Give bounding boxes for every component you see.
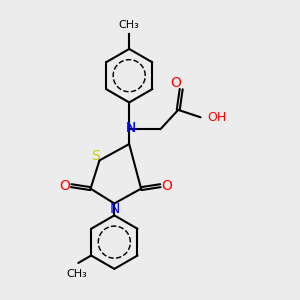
Text: OH: OH <box>207 111 226 124</box>
Text: N: N <box>125 121 136 135</box>
Text: CH₃: CH₃ <box>119 20 140 30</box>
Text: N: N <box>109 202 119 216</box>
Text: O: O <box>161 179 172 193</box>
Text: O: O <box>59 179 70 193</box>
Text: S: S <box>92 149 100 163</box>
Text: N: N <box>125 121 136 135</box>
Text: CH₃: CH₃ <box>66 269 87 279</box>
Text: O: O <box>170 76 181 90</box>
